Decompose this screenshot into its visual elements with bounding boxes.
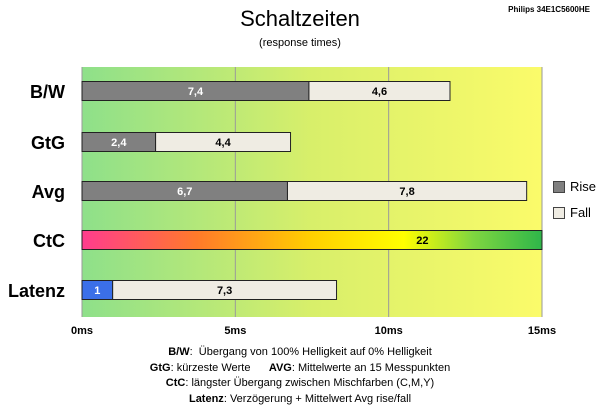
bar-fall-2 xyxy=(286,181,528,201)
data-label-rise-2: 6,7 xyxy=(177,186,192,198)
category-label-1: GtG xyxy=(31,133,65,153)
category-label-3: CtC xyxy=(33,231,65,251)
chart-title: Schaltzeiten xyxy=(240,6,360,31)
data-label-ctc: 22 xyxy=(416,235,428,247)
data-label-fall-4: 7,3 xyxy=(217,285,232,297)
data-label-rise-4: 1 xyxy=(94,285,100,297)
bar-ctc xyxy=(81,230,543,250)
legend-swatch-rise xyxy=(553,180,565,193)
x-tick-label-0: 0ms xyxy=(71,325,93,337)
response-time-chart: 7,4 4,6 2,4 4,4 6,7 7,8 22 1 7,3 B/W GtG Avg CtC Lat… xyxy=(8,67,556,337)
chart-notes: B/W: Übergang von 100% Helligkeit auf 0%… xyxy=(0,345,600,407)
data-label-fall-0: 4,6 xyxy=(372,86,387,98)
category-labels: B/W GtG Avg CtC Latenz xyxy=(8,82,65,301)
x-tick-label-2: 10ms xyxy=(375,325,403,337)
note-latenz: Latenz: Verzögerung + Mittelwert Avg ris… xyxy=(188,392,412,405)
x-axis-ticks: 0ms 5ms 10ms 15ms xyxy=(71,325,556,337)
category-label-4: Latenz xyxy=(8,281,65,301)
x-tick-label-3: 15ms xyxy=(528,325,556,337)
chart-subtitle: (response times) xyxy=(259,37,341,49)
legend-item-fall: Fall xyxy=(553,205,591,220)
x-tick-label-1: 5ms xyxy=(224,325,246,337)
note-ctc: CtC: längster Übergang zwischen Mischfar… xyxy=(165,377,435,389)
category-label-0: B/W xyxy=(30,82,65,102)
legend-label-rise: Rise xyxy=(570,179,597,194)
bar-fall-4 xyxy=(112,280,338,300)
data-label-fall-1: 4,4 xyxy=(215,137,231,149)
legend-item-rise: Rise xyxy=(553,179,596,194)
bars: 7,4 4,6 2,4 4,4 6,7 7,8 22 1 7,3 xyxy=(81,81,543,300)
note-gtg-avg: GtG: kürzeste Werte AVG: Mittelwerte an … xyxy=(149,361,451,374)
bar-fall-0 xyxy=(308,81,451,101)
monitor-model-label: Philips 34E1C5600HE xyxy=(508,5,590,14)
legend-swatch-fall xyxy=(553,206,565,219)
bar-fall-1 xyxy=(155,132,292,152)
data-label-fall-2: 7,8 xyxy=(399,186,414,198)
data-label-rise-0: 7,4 xyxy=(188,86,204,98)
category-label-2: Avg xyxy=(32,182,65,202)
data-label-rise-1: 2,4 xyxy=(111,137,127,149)
note-bw: B/W: Übergang von 100% Helligkeit auf 0%… xyxy=(168,346,432,358)
legend-label-fall: Fall xyxy=(570,205,591,220)
